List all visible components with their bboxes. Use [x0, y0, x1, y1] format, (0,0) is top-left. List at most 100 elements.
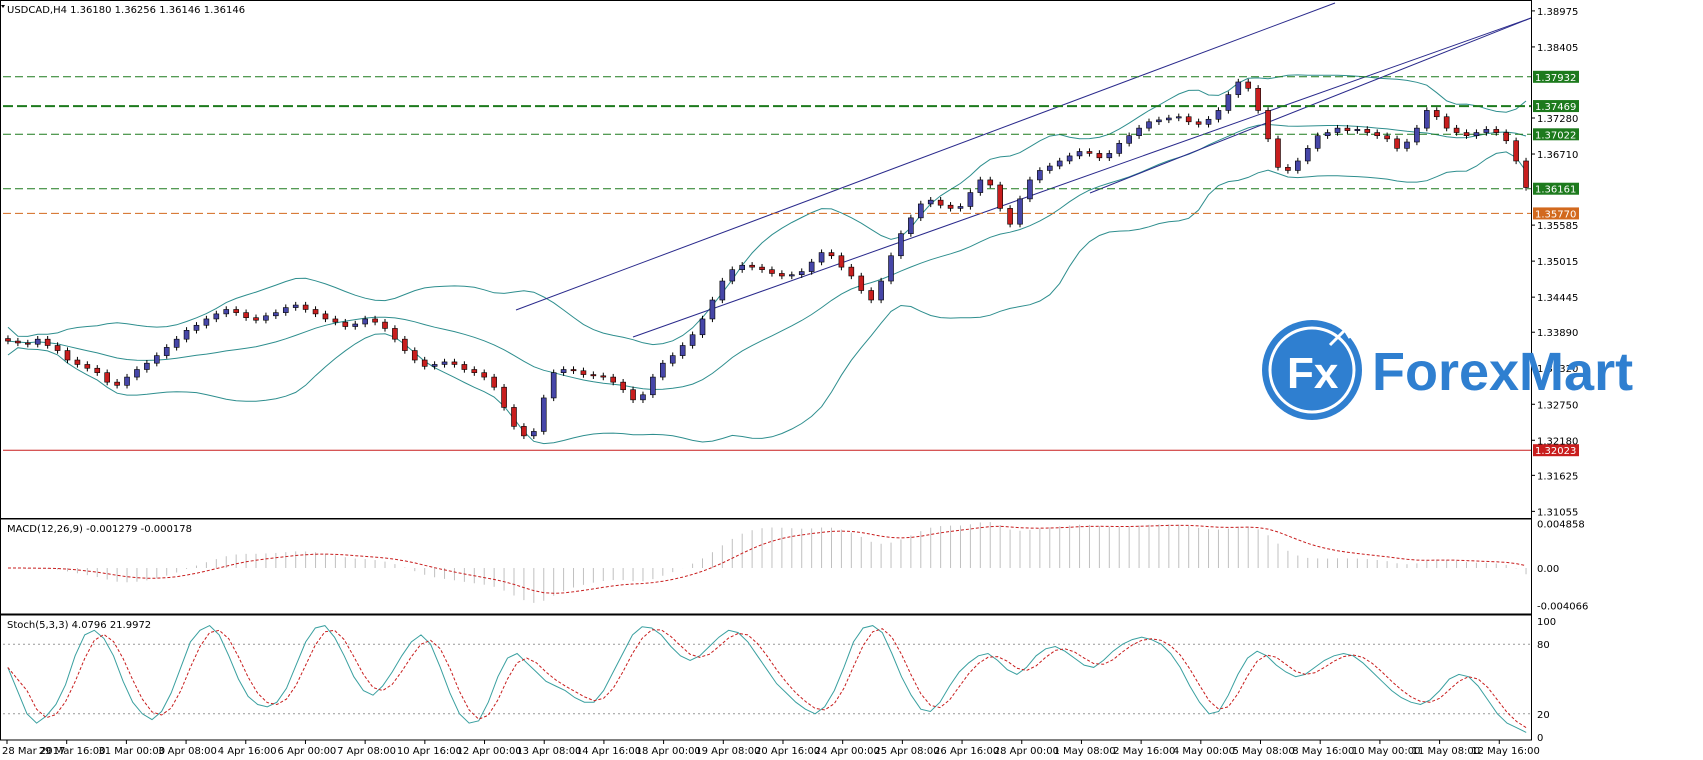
time-tick-label: 11 May 08:00	[1412, 746, 1481, 757]
candle-body	[769, 269, 775, 274]
bollinger-upper-band	[7, 74, 1527, 346]
candle-body	[1374, 132, 1381, 136]
candle-body	[173, 338, 180, 348]
level-tag-1	[1533, 100, 1579, 113]
stoch-header: Stoch(5,3,3) 4.0796 21.9972	[7, 620, 151, 631]
candle-body	[233, 309, 239, 313]
stoch-main-line	[7, 624, 1527, 733]
price-pane[interactable]	[3, 2, 1532, 451]
candle-body	[402, 338, 408, 351]
level-tag-0	[1533, 70, 1579, 83]
candle-body	[1295, 160, 1301, 171]
candle-body	[1424, 110, 1430, 129]
candle-body	[104, 372, 110, 383]
candle-body	[74, 359, 81, 365]
time-tick-label: 10 Apr 16:00	[397, 746, 462, 757]
candle-body	[1166, 117, 1172, 121]
stoch-tick-label: 20	[1537, 710, 1550, 721]
candle-body	[124, 376, 130, 386]
candle-body	[1285, 166, 1291, 171]
candle-body	[44, 338, 51, 346]
candle-body	[1384, 135, 1390, 140]
time-tick-label: 26 Apr 16:00	[934, 746, 999, 757]
candle-body	[1433, 110, 1440, 118]
time-tick-label: 12 May 16:00	[1471, 746, 1540, 757]
candle-body	[491, 376, 497, 388]
candle-body	[749, 264, 755, 268]
candle-body	[25, 342, 31, 345]
candle-body	[511, 407, 517, 427]
logo-circle-icon	[1262, 320, 1362, 420]
candle-body	[501, 386, 507, 408]
candle-body	[1205, 118, 1212, 125]
candle-body	[858, 275, 865, 291]
time-tick-label: 25 Apr 08:00	[874, 746, 939, 757]
candle-body	[987, 179, 994, 186]
level-label-0: 1.37932	[1535, 73, 1576, 84]
candle-body	[302, 304, 309, 310]
candle-body	[1404, 141, 1410, 149]
candle-body	[997, 184, 1003, 209]
candle-body	[699, 318, 706, 336]
candle-body	[1146, 121, 1152, 129]
candle-body	[848, 266, 855, 277]
price-tick-label: 1.35585	[1537, 221, 1578, 232]
candle-body	[64, 350, 71, 361]
macd-tick-label: 0.004858	[1537, 519, 1585, 530]
candle-body	[531, 431, 537, 437]
candle-body	[1175, 116, 1182, 119]
candle-body	[1463, 132, 1470, 136]
forexmart-logo: Fx ForexMart	[1262, 320, 1633, 420]
time-tick-label: 24 Apr 00:00	[815, 746, 880, 757]
candle-body	[640, 394, 646, 401]
candle-body	[1106, 153, 1113, 159]
candle-body	[908, 217, 914, 234]
candle-body	[1185, 116, 1192, 123]
level-tag-3	[1533, 182, 1579, 195]
time-tick-label: 28 Mar 2017	[2, 746, 65, 757]
candle-body	[1126, 135, 1132, 144]
candle-body	[5, 338, 11, 342]
stoch-tick-label: 100	[1537, 617, 1556, 628]
candle-body	[937, 199, 944, 206]
candle-body	[1156, 119, 1162, 123]
candle-body	[789, 274, 795, 277]
candle-body	[312, 309, 319, 315]
time-tick-label: 31 Mar 00:00	[98, 746, 165, 757]
macd-tick-label: -0.004066	[1537, 601, 1588, 612]
candle-body	[352, 323, 359, 327]
time-tick-label: 7 Apr 08:00	[337, 746, 396, 757]
candle-body	[630, 389, 636, 401]
level-label-3: 1.36161	[1535, 185, 1576, 196]
level-tag-4	[1533, 207, 1579, 220]
candle-body	[1453, 127, 1460, 133]
candle-body	[34, 338, 41, 345]
candle-body	[967, 192, 974, 207]
candle-body	[1066, 155, 1073, 162]
price-tick-label: 1.34445	[1537, 293, 1578, 304]
stochastic-pane[interactable]	[3, 624, 1531, 733]
candle-body	[193, 324, 200, 331]
candle-body	[739, 264, 745, 270]
macd-pane[interactable]	[8, 522, 1527, 603]
candle-body	[729, 269, 736, 282]
logo-word: ForexMart	[1372, 342, 1633, 402]
candle-body	[679, 345, 686, 356]
candle-body	[977, 179, 984, 193]
macd-header: MACD(12,26,9) -0.001279 -0.000178	[7, 524, 192, 535]
price-tick-label: 1.38975	[1537, 7, 1578, 18]
candle-body	[669, 355, 676, 364]
price-tick-label: 1.38405	[1537, 43, 1578, 54]
candle-body	[1324, 132, 1331, 136]
price-tick-label: 1.33890	[1537, 328, 1578, 339]
candle-body	[1304, 148, 1311, 162]
time-tick-label: 2 May 16:00	[1113, 746, 1175, 757]
candle-body	[441, 361, 448, 365]
candle-body	[1503, 132, 1509, 142]
candle-body	[421, 359, 428, 367]
candle-body	[253, 317, 259, 321]
candle-body	[888, 255, 894, 282]
